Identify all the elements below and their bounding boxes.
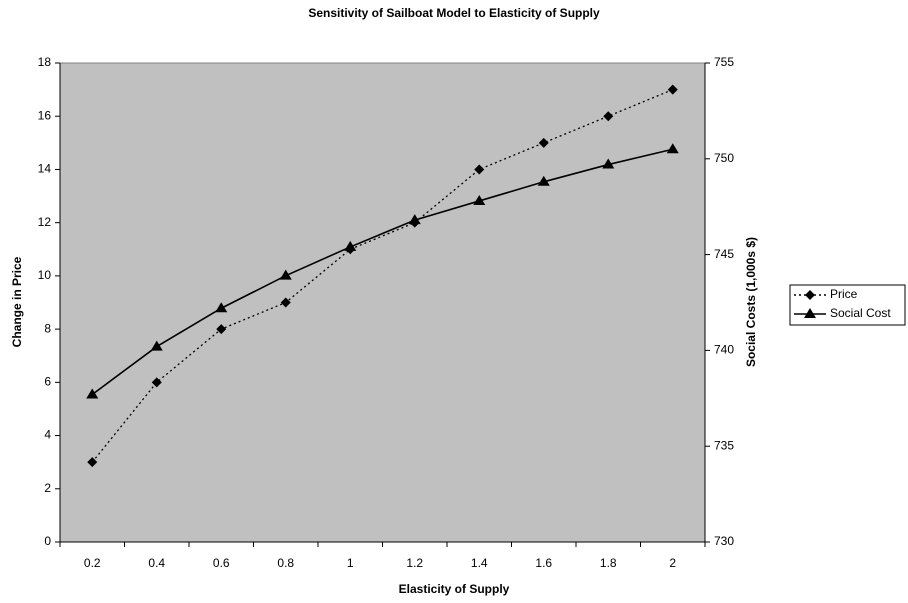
y2-axis-label: Social Costs (1,000s $): [744, 237, 758, 367]
marker-triangle: [602, 158, 615, 169]
marker-triangle: [150, 340, 163, 351]
marker-triangle: [86, 388, 99, 399]
y-tick-label: 8: [44, 321, 51, 335]
chart-title: Sensitivity of Sailboat Model to Elastic…: [308, 6, 600, 20]
marker-triangle: [666, 143, 679, 154]
marker-triangle: [215, 302, 228, 313]
marker-diamond: [216, 324, 227, 335]
marker-triangle: [408, 214, 421, 225]
x-tick-label: 1.6: [535, 556, 552, 570]
y-tick-label: 4: [44, 428, 51, 442]
y-tick-label: 16: [38, 108, 52, 122]
marker-triangle: [804, 308, 816, 318]
marker-diamond: [151, 377, 162, 388]
x-tick-label: 0.4: [148, 556, 165, 570]
y-axis-label: Change in Price: [10, 256, 24, 347]
y-tick-label: 0: [44, 534, 51, 548]
marker-triangle: [344, 240, 357, 251]
x-tick-label: 1.8: [600, 556, 617, 570]
y2-tick-label: 730: [714, 534, 734, 548]
marker-diamond: [603, 111, 614, 122]
y2-tick-label: 750: [714, 151, 734, 165]
y-tick-label: 10: [38, 268, 52, 282]
y-tick-label: 18: [38, 55, 52, 69]
x-tick-label: 0.6: [213, 556, 230, 570]
marker-triangle: [473, 194, 486, 205]
y2-tick-label: 755: [714, 55, 734, 69]
marker-diamond: [805, 290, 815, 300]
marker-triangle: [279, 269, 292, 280]
marker-diamond: [87, 457, 98, 468]
x-tick-label: 0.2: [84, 556, 101, 570]
legend-label: Price: [830, 287, 858, 301]
x-tick-label: 1: [347, 556, 354, 570]
y-tick-label: 12: [38, 215, 52, 229]
y-tick-label: 6: [44, 375, 51, 389]
y-tick-label: 2: [44, 481, 51, 495]
y2-tick-label: 735: [714, 438, 734, 452]
x-tick-label: 2: [669, 556, 676, 570]
y-tick-label: 14: [38, 162, 52, 176]
marker-diamond: [667, 84, 678, 95]
x-tick-label: 0.8: [277, 556, 294, 570]
marker-diamond: [474, 164, 485, 175]
y2-tick-label: 740: [714, 343, 734, 357]
y2-tick-label: 745: [714, 247, 734, 261]
marker-diamond: [538, 137, 549, 148]
legend-label: Social Cost: [830, 306, 891, 320]
marker-triangle: [537, 175, 550, 186]
series-line: [91, 148, 673, 396]
x-tick-label: 1.4: [471, 556, 488, 570]
marker-diamond: [280, 297, 291, 308]
x-tick-label: 1.2: [406, 556, 423, 570]
plot-area: [59, 62, 706, 543]
x-axis-label: Elasticity of Supply: [399, 582, 510, 596]
